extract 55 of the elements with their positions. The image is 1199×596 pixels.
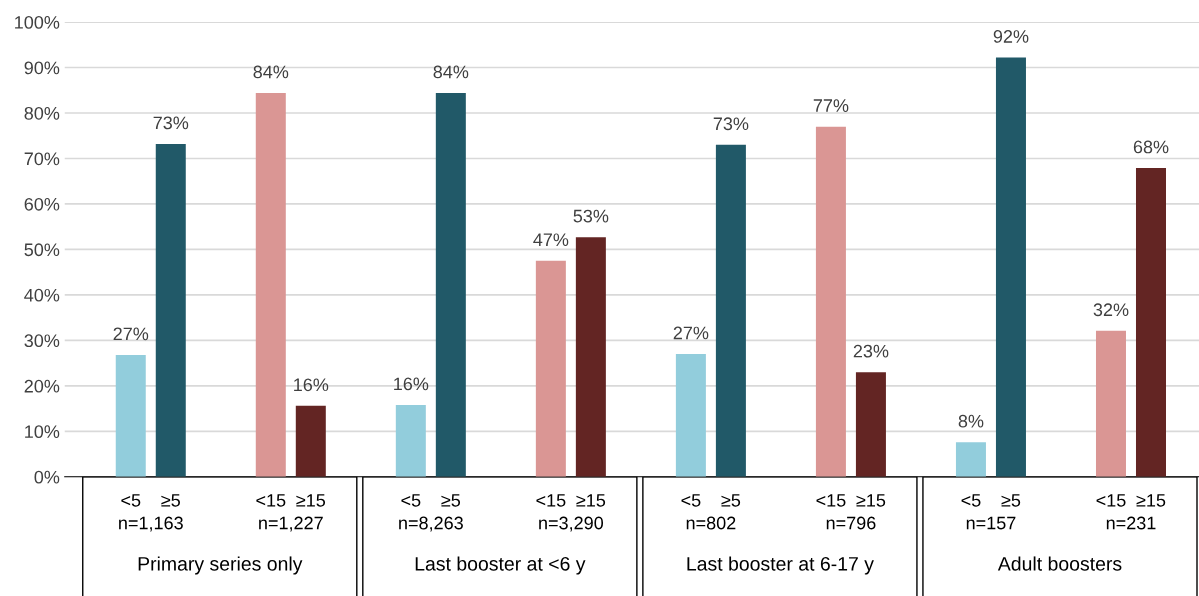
- data-label: 47%: [533, 233, 569, 247]
- x-tick-label: <15: [256, 494, 286, 507]
- data-label: 27%: [673, 326, 709, 340]
- text: Adult boosters: [997, 556, 1122, 571]
- x-tick-label: <15: [816, 494, 846, 507]
- y-tick-label: 20%: [24, 379, 60, 393]
- x-tick-label: <5: [401, 494, 421, 507]
- y-tick-label: 0%: [34, 470, 60, 484]
- text: n=3,290: [539, 516, 604, 532]
- x-tick-label: <5: [681, 494, 701, 507]
- x-tick-label: ≥15: [1136, 494, 1166, 507]
- text: n=8,263: [399, 516, 463, 532]
- data-label: 23%: [853, 344, 889, 358]
- y-tick-label: 30%: [24, 334, 60, 348]
- text: n=1,227: [259, 516, 323, 532]
- data-label: 16%: [294, 378, 329, 392]
- y-tick-label: 60%: [24, 197, 60, 211]
- y-tick-label: 50%: [24, 243, 60, 257]
- y-tick-label: 40%: [24, 288, 60, 302]
- text: Last booster at 6-17 y: [687, 556, 874, 575]
- data-label: 32%: [1093, 303, 1129, 317]
- text: Last booster at <6 y: [415, 556, 586, 575]
- data-label: 73%: [713, 117, 749, 131]
- data-label: 68%: [1133, 140, 1169, 154]
- y-tick-label: 70%: [24, 152, 60, 166]
- x-tick-label: <5: [121, 494, 141, 507]
- data-label: 77%: [813, 99, 849, 112]
- text: n=796: [826, 516, 876, 530]
- data-label: 92%: [993, 30, 1029, 43]
- x-tick-label: <15: [1096, 494, 1126, 507]
- x-tick-label: ≥5: [441, 494, 461, 507]
- text: n=231: [1106, 516, 1156, 530]
- data-label: 73%: [153, 116, 189, 130]
- data-label: 8%: [958, 414, 984, 428]
- y-tick-label: 10%: [25, 425, 60, 439]
- y-tick-label: 100%: [15, 15, 60, 29]
- y-tick-label: 80%: [24, 106, 60, 120]
- x-tick-label: <15: [536, 494, 566, 507]
- data-label: 84%: [433, 65, 469, 79]
- data-label: 84%: [253, 65, 289, 79]
- data-label: 16%: [394, 377, 429, 391]
- text: Primary series only: [138, 556, 303, 575]
- x-tick-label: ≥15: [576, 494, 606, 507]
- x-tick-label: ≥15: [856, 494, 886, 507]
- x-tick-label: ≥15: [296, 494, 326, 507]
- data-label: 53%: [573, 209, 609, 223]
- text: n=802: [686, 516, 736, 530]
- data-label: 27%: [113, 327, 149, 341]
- x-tick-label: ≥5: [1001, 494, 1021, 507]
- x-tick-label: <5: [961, 494, 981, 507]
- x-tick-label: ≥5: [161, 494, 180, 507]
- text: n=1,163: [119, 516, 183, 532]
- text: n=157: [966, 516, 1016, 530]
- x-tick-label: ≥5: [721, 494, 741, 507]
- y-tick-label: 90%: [24, 61, 60, 75]
